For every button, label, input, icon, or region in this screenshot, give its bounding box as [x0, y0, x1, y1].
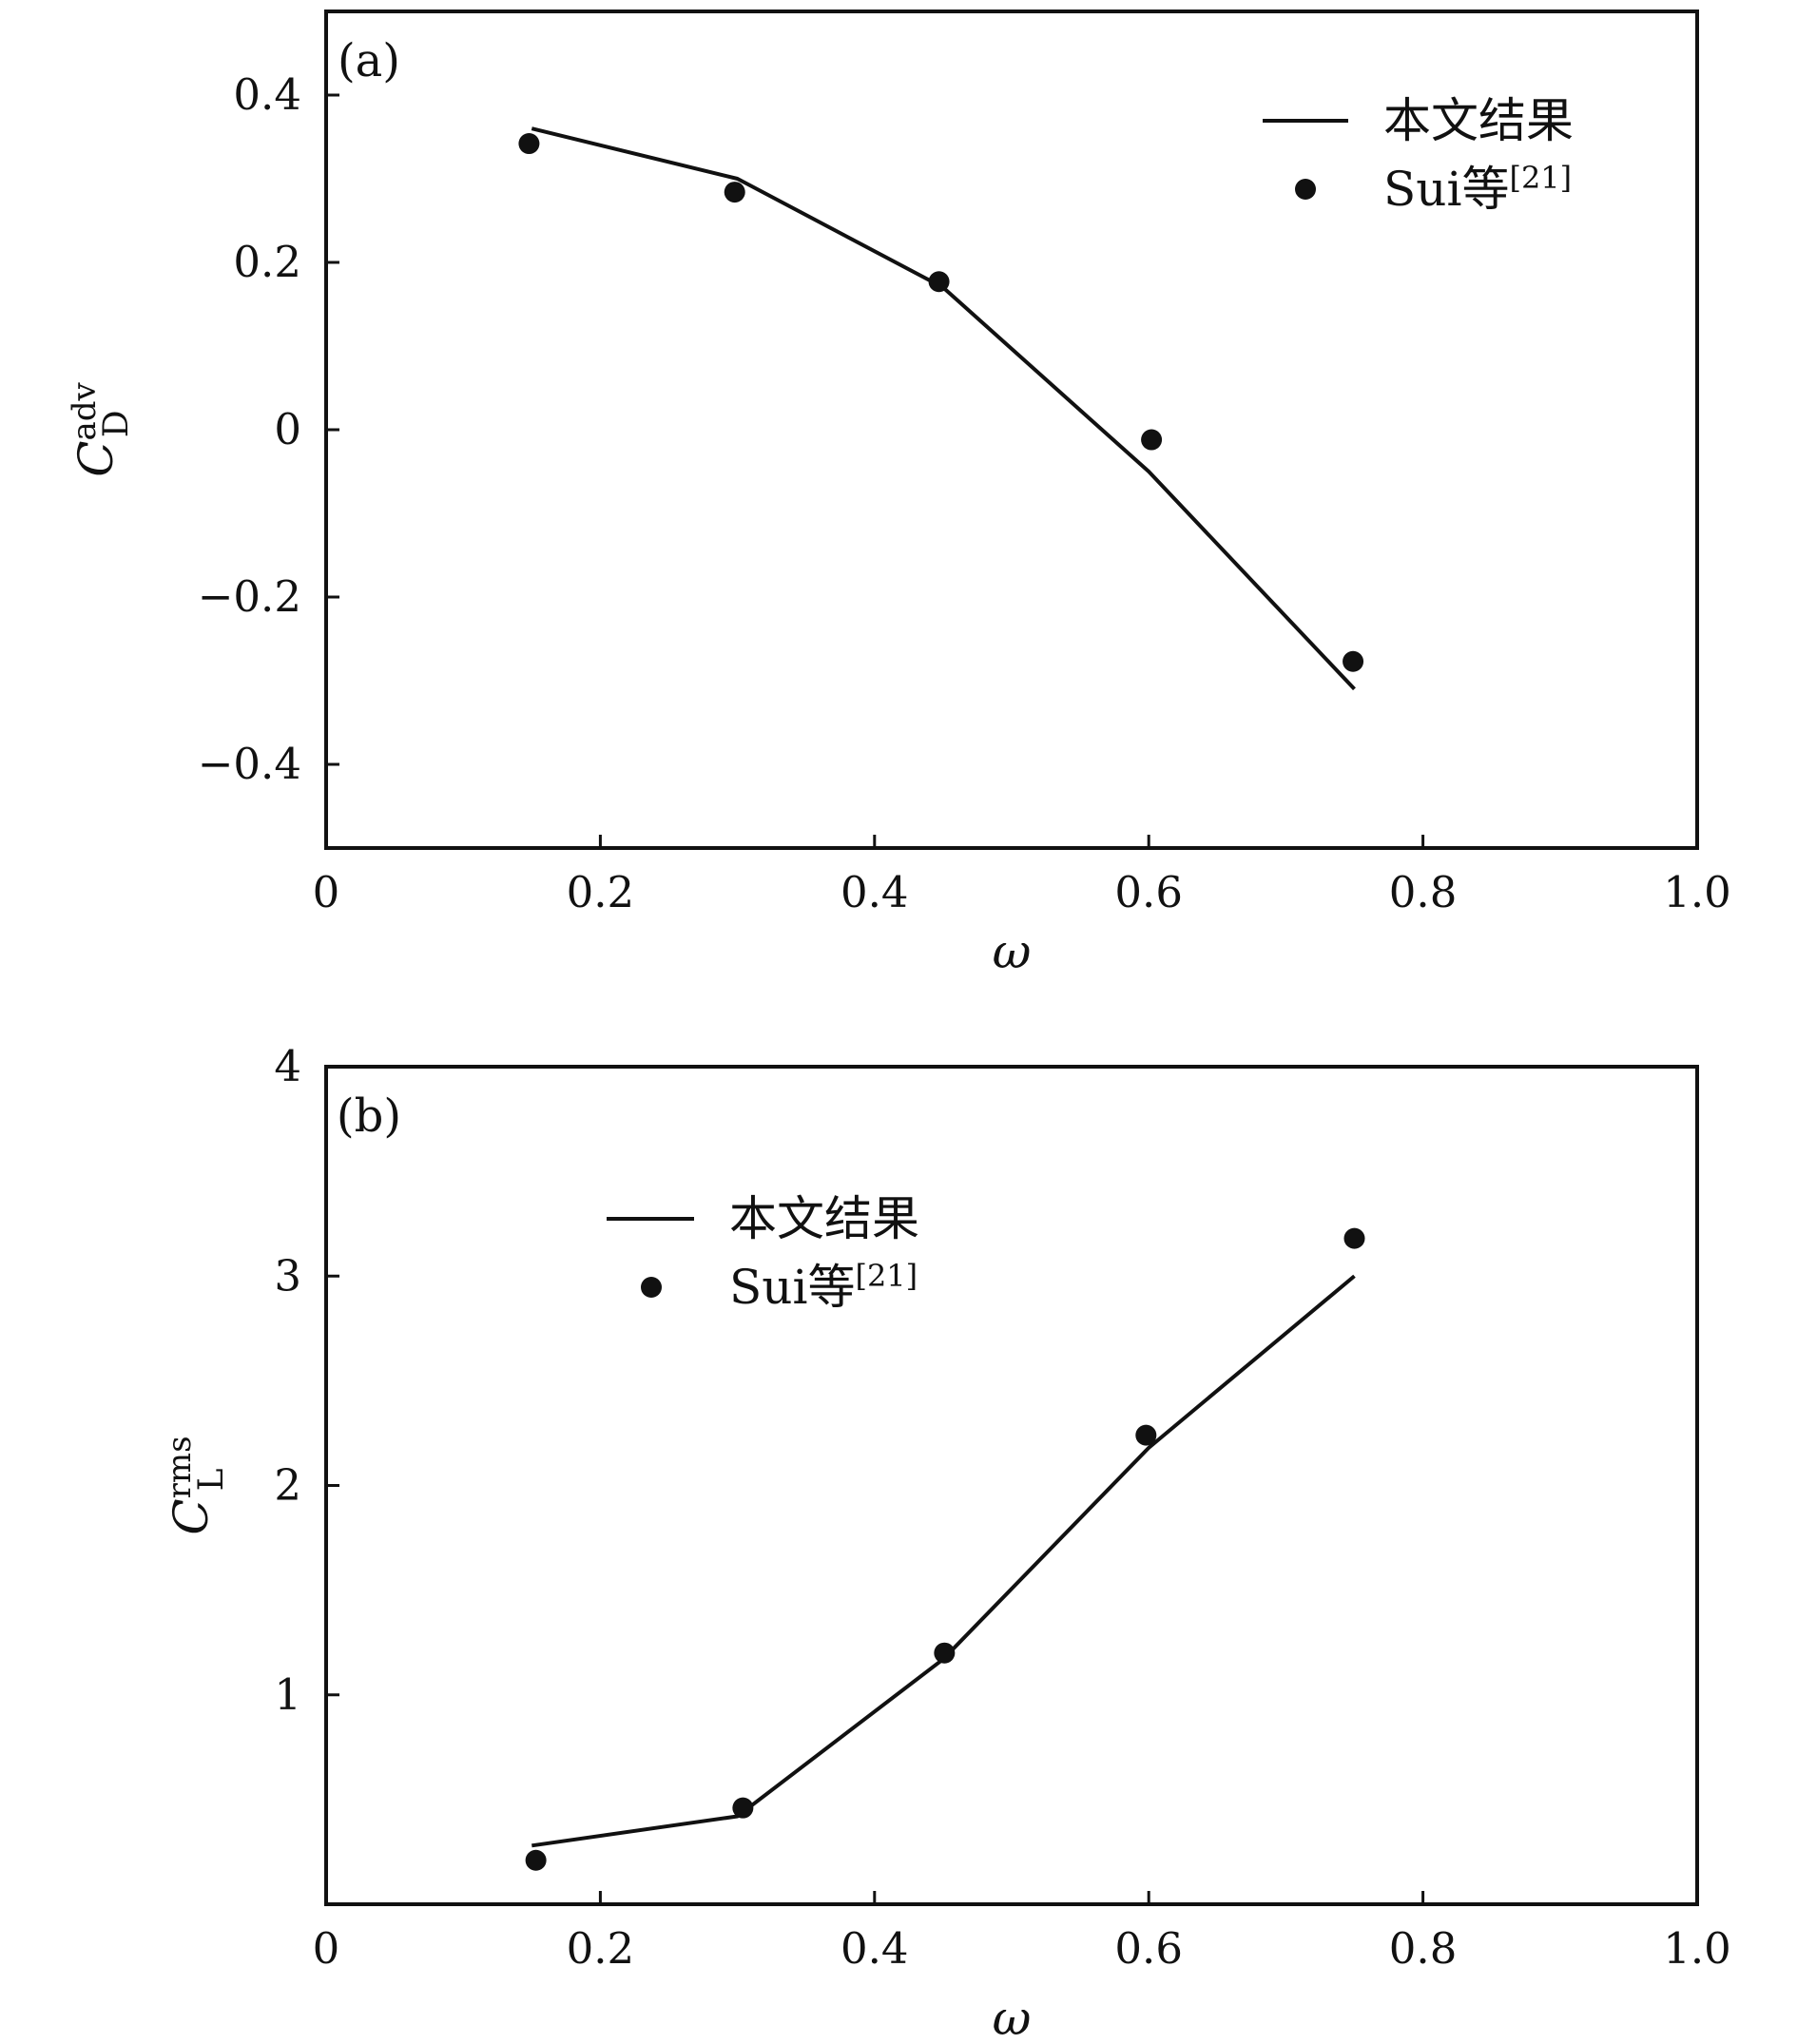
data-point — [1141, 429, 1163, 451]
y-axis-label: CrmsL — [161, 1436, 231, 1534]
x-tick-label: 0.8 — [1389, 1923, 1458, 1974]
data-point — [928, 271, 950, 293]
x-tick-label: 0.2 — [567, 867, 635, 917]
y-tick-label: 1 — [274, 1669, 301, 1720]
chart-panel-a: 0 0.2 0.4 0.6 0.8 1.0 −0.4 −0.2 0 0.2 0.4 ω CadvD (a)… — [66, 10, 1731, 979]
y-tick-label: −0.4 — [198, 739, 301, 789]
x-tick-label: 0.4 — [841, 1923, 909, 1974]
legend-label-scatter-sup: [21] — [855, 1258, 918, 1294]
data-point — [1343, 650, 1364, 672]
y-tick-label: 0.4 — [233, 69, 301, 120]
data-point — [732, 1797, 754, 1819]
data-point — [518, 133, 540, 155]
data-point — [724, 182, 745, 203]
data-point — [934, 1642, 956, 1664]
x-tick-label: 0.8 — [1389, 867, 1458, 917]
y-axis-label-base: C — [164, 1498, 219, 1534]
y-axis-label-sup: adv — [66, 381, 104, 440]
series-line — [531, 1274, 1356, 1848]
chart-panel-b: 0 0.2 0.4 0.6 0.8 1.0 1 2 3 4 ω CrmsL (b) 本文结果 Sui等[21… — [161, 1041, 1731, 2044]
y-axis-label-sub: L — [192, 1468, 231, 1491]
legend-label-scatter: Sui等[21] — [729, 1258, 918, 1315]
x-tick-label: 0.6 — [1114, 867, 1183, 917]
legend-label-scatter: Sui等[21] — [1383, 160, 1572, 217]
x-axis-label: ω — [993, 1991, 1032, 2044]
x-axis-label: ω — [993, 924, 1032, 979]
legend-label-line: 本文结果 — [1383, 93, 1574, 148]
y-tick-label: 0.2 — [233, 237, 301, 287]
x-tick-label: 0 — [313, 1923, 340, 1974]
y-tick-label: 4 — [274, 1041, 301, 1091]
plot-frame — [324, 1065, 1699, 1906]
y-axis-label: CadvD — [66, 381, 136, 476]
x-tick-label: 1.0 — [1663, 867, 1731, 917]
legend-label-scatter-main: Sui等 — [729, 1260, 855, 1315]
data-point — [525, 1849, 547, 1871]
y-axis-label-sup: rms — [161, 1436, 199, 1498]
series-line — [531, 126, 1356, 691]
legend-label-scatter-main: Sui等 — [1383, 162, 1509, 217]
y-tick-label: −0.2 — [198, 571, 301, 622]
x-tick-label: 1.0 — [1663, 1923, 1731, 1974]
y-axis-label-sub: D — [97, 410, 136, 437]
x-tick-label: 0.6 — [1114, 1923, 1183, 1974]
x-tick-label: 0.4 — [841, 867, 909, 917]
panel-label: (a) — [338, 34, 400, 87]
legend-dot-marker — [1295, 179, 1316, 200]
y-tick-label: 3 — [274, 1250, 301, 1301]
panel-label: (b) — [337, 1089, 401, 1143]
y-tick-label: 0 — [274, 404, 301, 454]
y-tick-label: 2 — [274, 1460, 301, 1511]
y-axis-label-base: C — [68, 440, 124, 476]
x-tick-label: 0.2 — [567, 1923, 635, 1974]
legend-label-scatter-sup: [21] — [1509, 160, 1572, 196]
data-point — [1343, 1227, 1365, 1249]
legend-dot-marker — [641, 1277, 662, 1298]
x-tick-label: 0 — [313, 867, 340, 917]
legend-label-line: 本文结果 — [729, 1191, 919, 1246]
data-point — [1135, 1424, 1157, 1446]
